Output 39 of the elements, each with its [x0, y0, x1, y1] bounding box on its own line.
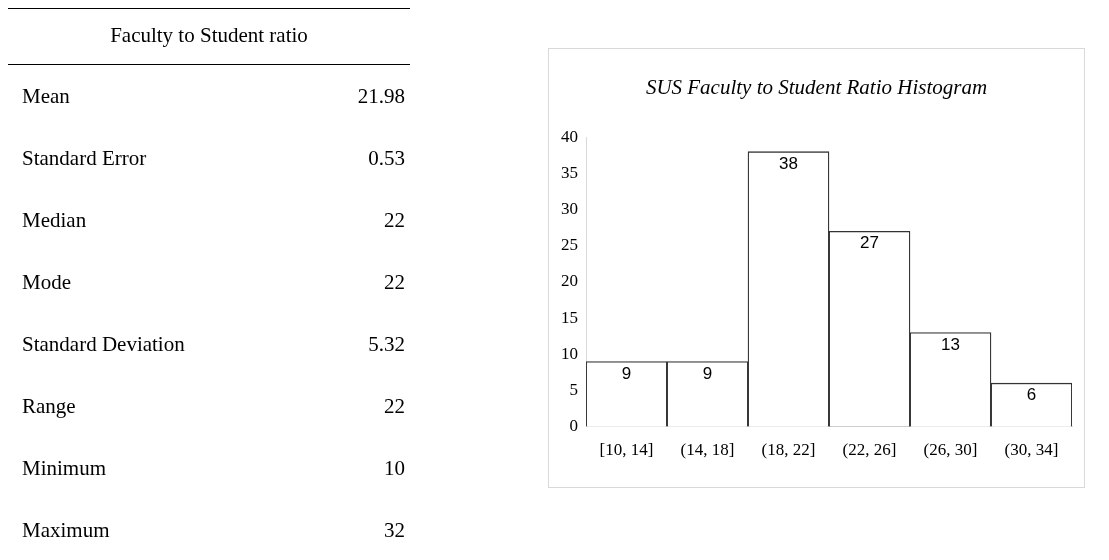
- text: 32: [384, 517, 405, 543]
- y-tick-label: 40: [561, 126, 578, 146]
- data-label: 38: [779, 153, 798, 173]
- data-label: 9: [621, 363, 632, 383]
- data-label: 13: [941, 334, 960, 354]
- text: Maximum: [22, 517, 110, 543]
- text: 0.53: [368, 145, 405, 171]
- y-tick-label: 20: [561, 271, 578, 291]
- text: 21.98: [357, 83, 405, 109]
- text: 10: [384, 455, 405, 481]
- text: 5.32: [368, 331, 405, 357]
- x-tick-label: (18, 22]: [761, 440, 816, 460]
- text: 22: [384, 207, 405, 233]
- text: Minimum: [22, 455, 107, 481]
- chart-title: SUS Faculty to Student Ratio Histogram: [644, 75, 989, 100]
- text: 22: [384, 269, 405, 295]
- text: Median: [22, 207, 87, 233]
- y-tick-label: 10: [561, 343, 578, 363]
- text: Standard Error: [22, 145, 147, 171]
- y-tick-label: 35: [561, 162, 578, 182]
- x-tick-label: (22, 26]: [842, 440, 897, 460]
- text: Faculty to Student ratio: [8, 8, 410, 65]
- y-tick-label: 0: [569, 416, 578, 436]
- data-label: 9: [702, 363, 713, 383]
- x-tick-label: (30, 34]: [1004, 440, 1059, 460]
- text: 22: [384, 393, 405, 419]
- text: Range: [22, 393, 76, 419]
- x-tick-label: (14, 18]: [680, 440, 735, 460]
- x-tick-label: (26, 30]: [923, 440, 978, 460]
- text: Mean: [22, 83, 70, 109]
- data-label: 27: [860, 233, 879, 253]
- y-tick-label: 15: [561, 307, 578, 327]
- y-tick-label: 5: [569, 379, 578, 399]
- y-tick-label: 25: [561, 235, 578, 255]
- data-label: 6: [1026, 385, 1037, 405]
- text: Mode: [22, 269, 71, 295]
- x-tick-label: [10, 14]: [599, 440, 654, 460]
- y-tick-label: 30: [561, 199, 578, 219]
- text: Standard Deviation: [22, 331, 185, 357]
